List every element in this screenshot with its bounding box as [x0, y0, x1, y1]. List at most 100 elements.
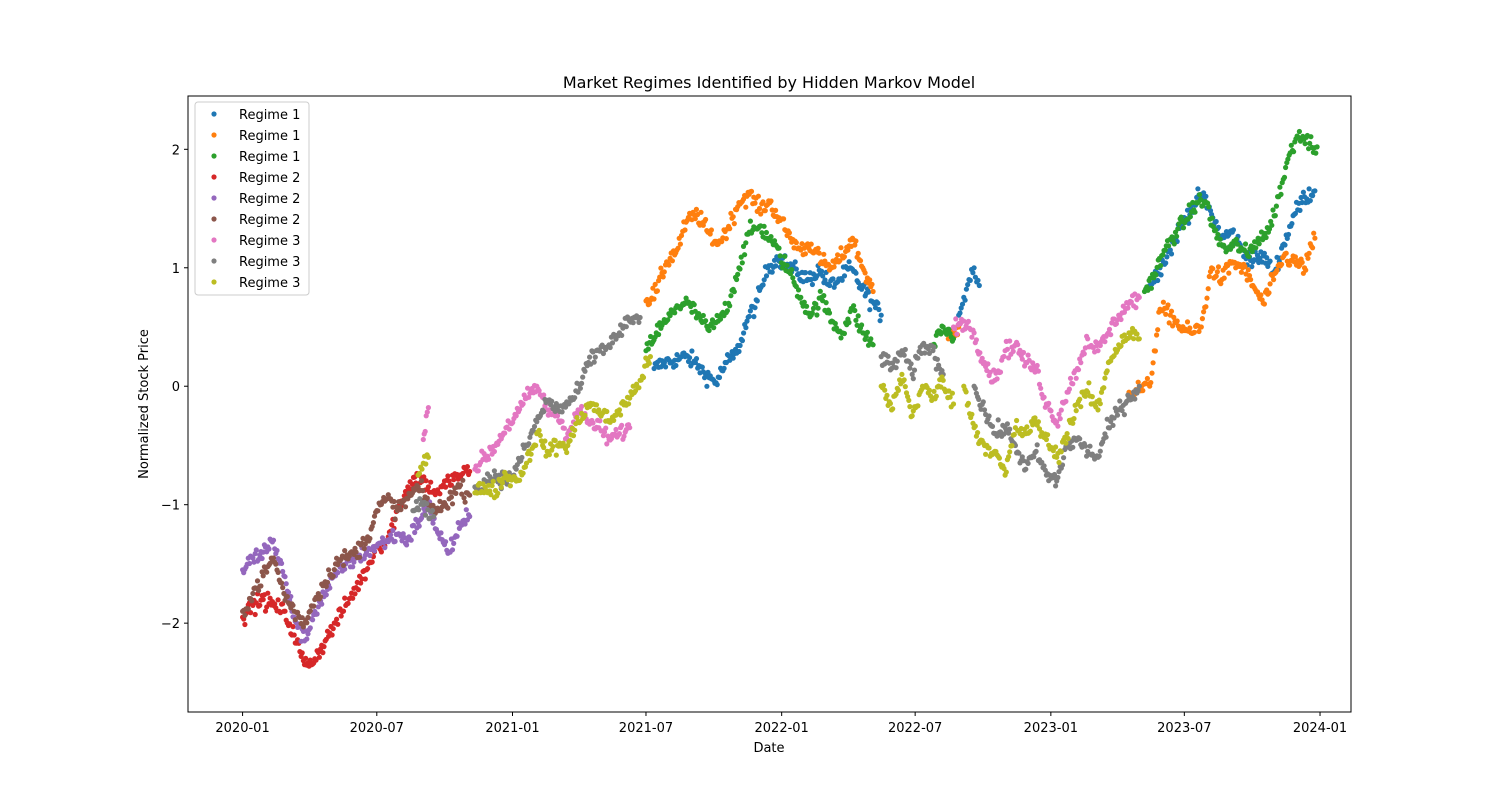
- data-point: [965, 282, 971, 288]
- data-point: [1082, 393, 1088, 399]
- data-point: [804, 303, 810, 309]
- data-point: [607, 344, 613, 351]
- data-point: [619, 332, 625, 338]
- data-point: [1054, 419, 1060, 425]
- data-point: [534, 419, 540, 425]
- data-point: [687, 355, 693, 361]
- x-axis-label: Date: [753, 741, 784, 756]
- data-point: [744, 318, 750, 324]
- data-point: [1136, 383, 1142, 389]
- data-point: [835, 252, 841, 258]
- legend-marker: [211, 174, 217, 180]
- data-point: [950, 401, 957, 407]
- data-point: [1019, 356, 1025, 362]
- data-point: [852, 242, 858, 248]
- data-point: [1031, 454, 1037, 460]
- data-point: [1058, 407, 1064, 413]
- data-point: [1009, 443, 1015, 449]
- data-point: [307, 657, 313, 663]
- data-point: [242, 612, 248, 619]
- data-point: [457, 482, 464, 488]
- data-point: [646, 360, 652, 366]
- legend-label: Regime 2: [239, 192, 300, 207]
- y-axis-label: Normalized Stock Price: [137, 329, 152, 479]
- data-point: [703, 318, 709, 324]
- data-point: [498, 484, 504, 490]
- data-point: [967, 277, 973, 283]
- data-point: [304, 620, 310, 626]
- data-point: [549, 398, 555, 404]
- data-point: [1108, 332, 1114, 338]
- data-point: [527, 457, 533, 463]
- data-point: [603, 425, 609, 431]
- data-point: [1014, 417, 1020, 424]
- legend-label: Regime 1: [239, 150, 300, 165]
- data-point: [553, 452, 559, 458]
- data-point: [445, 473, 451, 479]
- data-point: [707, 231, 713, 237]
- data-point: [884, 392, 890, 398]
- data-point: [997, 369, 1004, 375]
- data-point: [335, 570, 341, 576]
- data-point: [596, 407, 602, 413]
- data-point: [887, 400, 894, 407]
- data-point: [743, 325, 749, 331]
- data-point: [1213, 227, 1219, 233]
- data-point: [1024, 424, 1030, 430]
- data-point: [1158, 272, 1164, 278]
- data-point: [1233, 236, 1239, 242]
- data-point: [963, 286, 970, 292]
- data-point: [459, 491, 465, 497]
- data-point: [1089, 394, 1095, 400]
- data-point: [330, 573, 336, 579]
- x-tick-label: 2021-01: [485, 721, 539, 736]
- data-point: [1291, 149, 1297, 155]
- data-point: [1035, 368, 1041, 374]
- data-point: [985, 361, 991, 367]
- data-point: [768, 198, 774, 204]
- data-point: [1249, 264, 1255, 270]
- data-point: [507, 483, 513, 489]
- data-point: [1004, 421, 1011, 427]
- data-point: [651, 365, 657, 372]
- data-point: [909, 413, 915, 419]
- data-point: [841, 273, 848, 279]
- series-9-points: [415, 325, 1142, 501]
- data-point: [260, 573, 266, 579]
- data-point: [706, 327, 712, 334]
- data-point: [290, 624, 296, 630]
- data-point: [809, 310, 815, 316]
- data-point: [391, 498, 397, 505]
- data-point: [496, 472, 502, 478]
- legend: Regime 1 Regime 1 Regime 1 Regime 2 Regime 2…: [194, 101, 310, 296]
- data-point: [1095, 348, 1101, 354]
- data-point: [1081, 351, 1087, 357]
- data-point: [1288, 142, 1294, 148]
- data-point: [1296, 128, 1302, 135]
- data-point: [756, 205, 763, 212]
- data-point: [378, 549, 384, 555]
- data-point: [279, 580, 285, 586]
- data-point: [809, 281, 816, 288]
- data-point: [574, 414, 580, 421]
- plot-area-frame: [187, 95, 1352, 713]
- data-point: [388, 532, 394, 538]
- data-point: [314, 611, 320, 617]
- data-point: [323, 592, 329, 598]
- data-point: [352, 591, 358, 597]
- data-point: [1166, 243, 1172, 249]
- data-point: [841, 254, 848, 260]
- data-point: [431, 513, 437, 520]
- data-point: [1053, 483, 1059, 489]
- data-point: [369, 523, 375, 530]
- data-point: [1035, 419, 1041, 425]
- data-point: [519, 454, 525, 461]
- data-point: [1297, 207, 1303, 213]
- data-point: [283, 581, 289, 587]
- data-point: [1135, 379, 1141, 385]
- data-point: [1310, 245, 1316, 251]
- data-point: [355, 587, 361, 593]
- data-point: [1312, 188, 1318, 194]
- data-point: [475, 468, 481, 474]
